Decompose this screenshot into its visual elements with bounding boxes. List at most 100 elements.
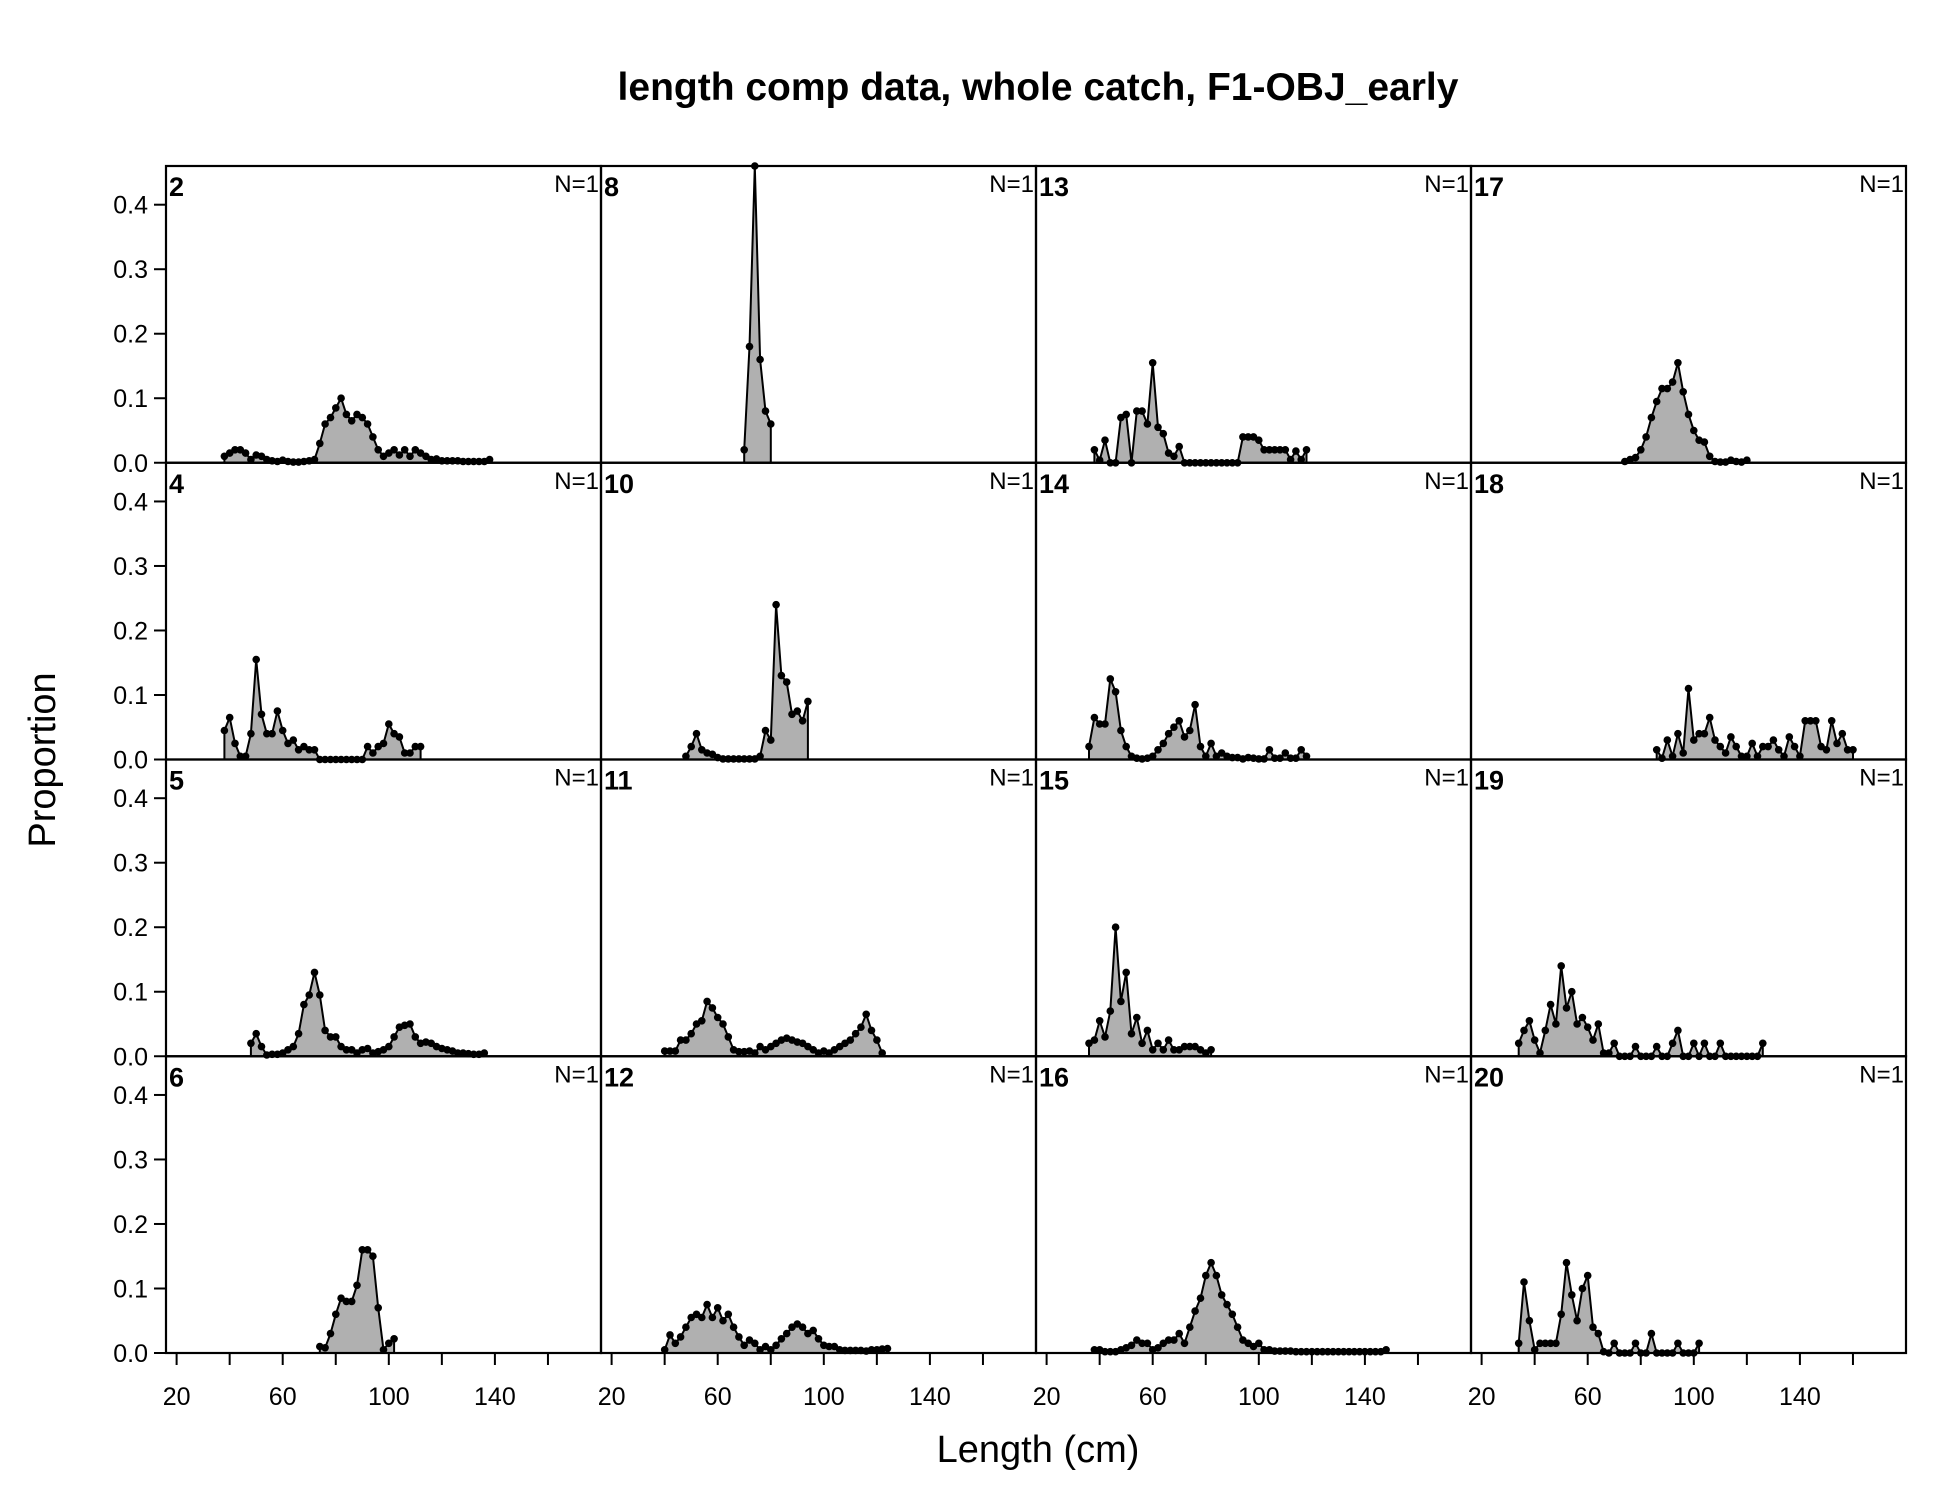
x-tick-label: 60 bbox=[1139, 1383, 1167, 1411]
sample-size-label: N=1 bbox=[1859, 468, 1904, 495]
sample-size-label: N=1 bbox=[989, 1061, 1034, 1088]
data-point bbox=[1610, 1339, 1618, 1348]
data-point bbox=[1705, 713, 1714, 722]
data-point bbox=[1133, 1013, 1141, 1022]
data-point bbox=[777, 1335, 786, 1343]
y-tick-label: 0.2 bbox=[113, 1211, 148, 1239]
x-tick-label: 20 bbox=[163, 1383, 191, 1411]
panel-label: 11 bbox=[604, 766, 633, 796]
data-point bbox=[660, 1346, 669, 1354]
data-point bbox=[1122, 410, 1130, 419]
data-point bbox=[878, 1049, 886, 1057]
data-point bbox=[1838, 729, 1847, 738]
data-point bbox=[1594, 1329, 1603, 1338]
data-point bbox=[1573, 1316, 1581, 1325]
panel-grid: 2 N=14 N=15 N=16 N=18 N=110 N=111 N=112 N=113 N=1… bbox=[164, 162, 1908, 1357]
data-point bbox=[767, 1346, 775, 1354]
data-point bbox=[294, 1029, 303, 1038]
data-point bbox=[385, 1339, 393, 1348]
data-point bbox=[310, 746, 319, 754]
data-point bbox=[1674, 1339, 1682, 1348]
data-point bbox=[1684, 410, 1693, 419]
data-point bbox=[729, 1323, 738, 1331]
data-point bbox=[342, 410, 351, 419]
data-point bbox=[1265, 446, 1274, 454]
data-point bbox=[1217, 1291, 1226, 1299]
data-point bbox=[1159, 429, 1168, 438]
data-point bbox=[416, 742, 425, 751]
y-tick-label: 0.3 bbox=[113, 850, 148, 878]
data-point bbox=[363, 1044, 372, 1053]
panel-14: 14 N=1 bbox=[1034, 461, 1473, 763]
data-point bbox=[1170, 452, 1178, 461]
panel-12: 12 N=1 bbox=[599, 1055, 1038, 1355]
data-point bbox=[1743, 752, 1751, 761]
data-point bbox=[1674, 1026, 1682, 1035]
data-point bbox=[1769, 736, 1778, 744]
data-point bbox=[347, 417, 356, 425]
data-point bbox=[1759, 1039, 1767, 1048]
data-point bbox=[1668, 1039, 1677, 1048]
data-point bbox=[1159, 1046, 1168, 1054]
data-point bbox=[305, 746, 314, 754]
sample-size-label: N=1 bbox=[1859, 1061, 1904, 1088]
chart-title: length comp data, whole catch, F1-OBJ_ea… bbox=[618, 66, 1459, 109]
data-point bbox=[1170, 723, 1178, 731]
data-point bbox=[406, 1020, 414, 1028]
panel-frame bbox=[1034, 758, 1473, 1058]
data-point bbox=[257, 1042, 266, 1051]
data-point bbox=[406, 749, 414, 757]
data-point bbox=[1122, 968, 1130, 977]
panel-19: 19 N=1 bbox=[1469, 758, 1908, 1061]
sample-size-label: N=1 bbox=[1424, 765, 1469, 792]
data-point bbox=[358, 413, 367, 422]
data-point bbox=[1085, 742, 1093, 751]
data-point bbox=[1732, 742, 1740, 751]
data-point bbox=[1143, 1026, 1152, 1035]
data-point bbox=[1605, 1049, 1613, 1057]
data-point bbox=[1255, 436, 1263, 445]
data-point bbox=[1281, 749, 1290, 757]
data-point bbox=[1631, 453, 1640, 462]
data-point bbox=[1233, 1323, 1242, 1331]
data-point bbox=[1127, 1341, 1136, 1350]
data-point bbox=[342, 1297, 351, 1306]
data-point bbox=[703, 997, 711, 1006]
data-point bbox=[369, 433, 377, 441]
data-point bbox=[374, 446, 383, 454]
y-tick-label: 0.0 bbox=[113, 1340, 148, 1368]
data-point bbox=[687, 1029, 695, 1038]
panel-label: 16 bbox=[1039, 1062, 1069, 1092]
data-point bbox=[1106, 675, 1115, 683]
data-point bbox=[698, 1017, 706, 1025]
data-point bbox=[1180, 1042, 1189, 1051]
data-point bbox=[1520, 1026, 1528, 1035]
panel-label: 14 bbox=[1039, 469, 1069, 499]
x-tick-label: 20 bbox=[1468, 1383, 1496, 1411]
data-point bbox=[289, 1042, 298, 1051]
data-point bbox=[798, 1323, 807, 1331]
data-point bbox=[1191, 700, 1199, 709]
data-point bbox=[1276, 446, 1284, 454]
data-point bbox=[1658, 754, 1666, 762]
data-point bbox=[1652, 746, 1661, 754]
y-tick-label: 0.1 bbox=[113, 979, 148, 1007]
data-point bbox=[1244, 433, 1252, 441]
data-point bbox=[1228, 1310, 1237, 1319]
data-point bbox=[1690, 426, 1698, 435]
data-point bbox=[740, 1341, 748, 1350]
data-point bbox=[1138, 1339, 1146, 1348]
data-point bbox=[772, 600, 780, 609]
data-point bbox=[326, 1033, 335, 1041]
data-point bbox=[1764, 742, 1772, 751]
y-tick-label: 0.3 bbox=[113, 1146, 148, 1174]
panel-label: 17 bbox=[1474, 172, 1504, 202]
data-point bbox=[1663, 736, 1672, 744]
data-point bbox=[1255, 1339, 1263, 1348]
data-point bbox=[257, 710, 266, 719]
data-point bbox=[1382, 1346, 1390, 1354]
data-point bbox=[1631, 1339, 1640, 1348]
data-point bbox=[1207, 1046, 1215, 1054]
data-point bbox=[1117, 726, 1125, 735]
series-area-19 bbox=[1517, 964, 1764, 1058]
